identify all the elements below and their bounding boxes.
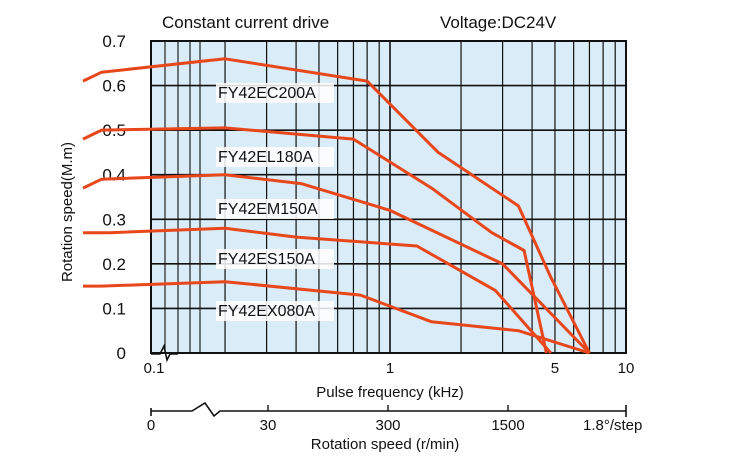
y-tick-label: 0.2 <box>102 255 126 274</box>
rotation-speed-tick-label: 0 <box>147 417 155 434</box>
series-label-bg <box>216 301 334 321</box>
series-line-FY42EM150A <box>82 173 591 355</box>
series-line-FY42EX080A <box>83 280 590 355</box>
x-tick-labels: 0.1 1 5 10 <box>144 360 635 377</box>
step-note: 1.8°/step <box>583 417 642 434</box>
y-tick-label: 0.4 <box>102 166 126 185</box>
x-tick-label: 10 <box>618 360 635 377</box>
series-label-FY42EX080A: FY42EX080A <box>218 303 315 320</box>
rotation-speed-axis-label: Rotation speed (r/min) <box>311 436 459 453</box>
header-left-label: Constant current drive <box>162 13 329 32</box>
series-label-bg <box>216 147 334 167</box>
y-tick-label: 0.7 <box>102 32 126 51</box>
series-label-bg <box>216 199 334 219</box>
series-line-FY42EL180A <box>82 126 548 354</box>
rotation-speed-tick-label: 1500 <box>491 417 524 434</box>
series-label-bg <box>216 249 334 269</box>
x-tick-label: 0.1 <box>144 360 165 377</box>
series-group <box>82 57 591 355</box>
y-tick-label: 0.3 <box>102 210 126 229</box>
y-tick-label: 0 <box>117 344 126 363</box>
x-axis-label: Pulse frequency (kHz) <box>316 384 464 401</box>
y-tick-labels: 0.70.60.50.40.30.20.10 <box>102 32 126 363</box>
series-label-FY42EC200A: FY42EC200A <box>218 85 316 102</box>
series-label-FY42EM150A: FY42EM150A <box>218 201 318 218</box>
rotation-speed-ticks: 0 30 300 1500 <box>147 405 525 434</box>
y-axis-label: Rotation speed(M.m) <box>59 142 76 282</box>
series-line-FY42ES150A <box>83 226 552 354</box>
series-labels: FY42EC200A FY42EL180A FY42EM150A FY42ES150A… <box>216 83 334 321</box>
series-label-FY42EL180A: FY42EL180A <box>218 149 314 166</box>
rotation-speed-axis-line <box>150 401 626 418</box>
rotation-speed-tick-label: 300 <box>375 417 400 434</box>
x-tick-label: 1 <box>386 360 394 377</box>
series-line-FY42EC200A <box>82 57 591 354</box>
y-tick-label: 0.6 <box>102 77 126 96</box>
x-axis-break-mark <box>151 343 178 363</box>
header-right-label: Voltage:DC24V <box>440 13 557 32</box>
plot-frame <box>150 40 627 354</box>
x-tick-label: 5 <box>551 360 559 377</box>
rotation-speed-tick-label: 30 <box>260 417 277 434</box>
y-tick-label: 0.1 <box>102 299 126 318</box>
series-label-FY42ES150A: FY42ES150A <box>218 251 315 268</box>
series-label-bg <box>216 83 334 103</box>
